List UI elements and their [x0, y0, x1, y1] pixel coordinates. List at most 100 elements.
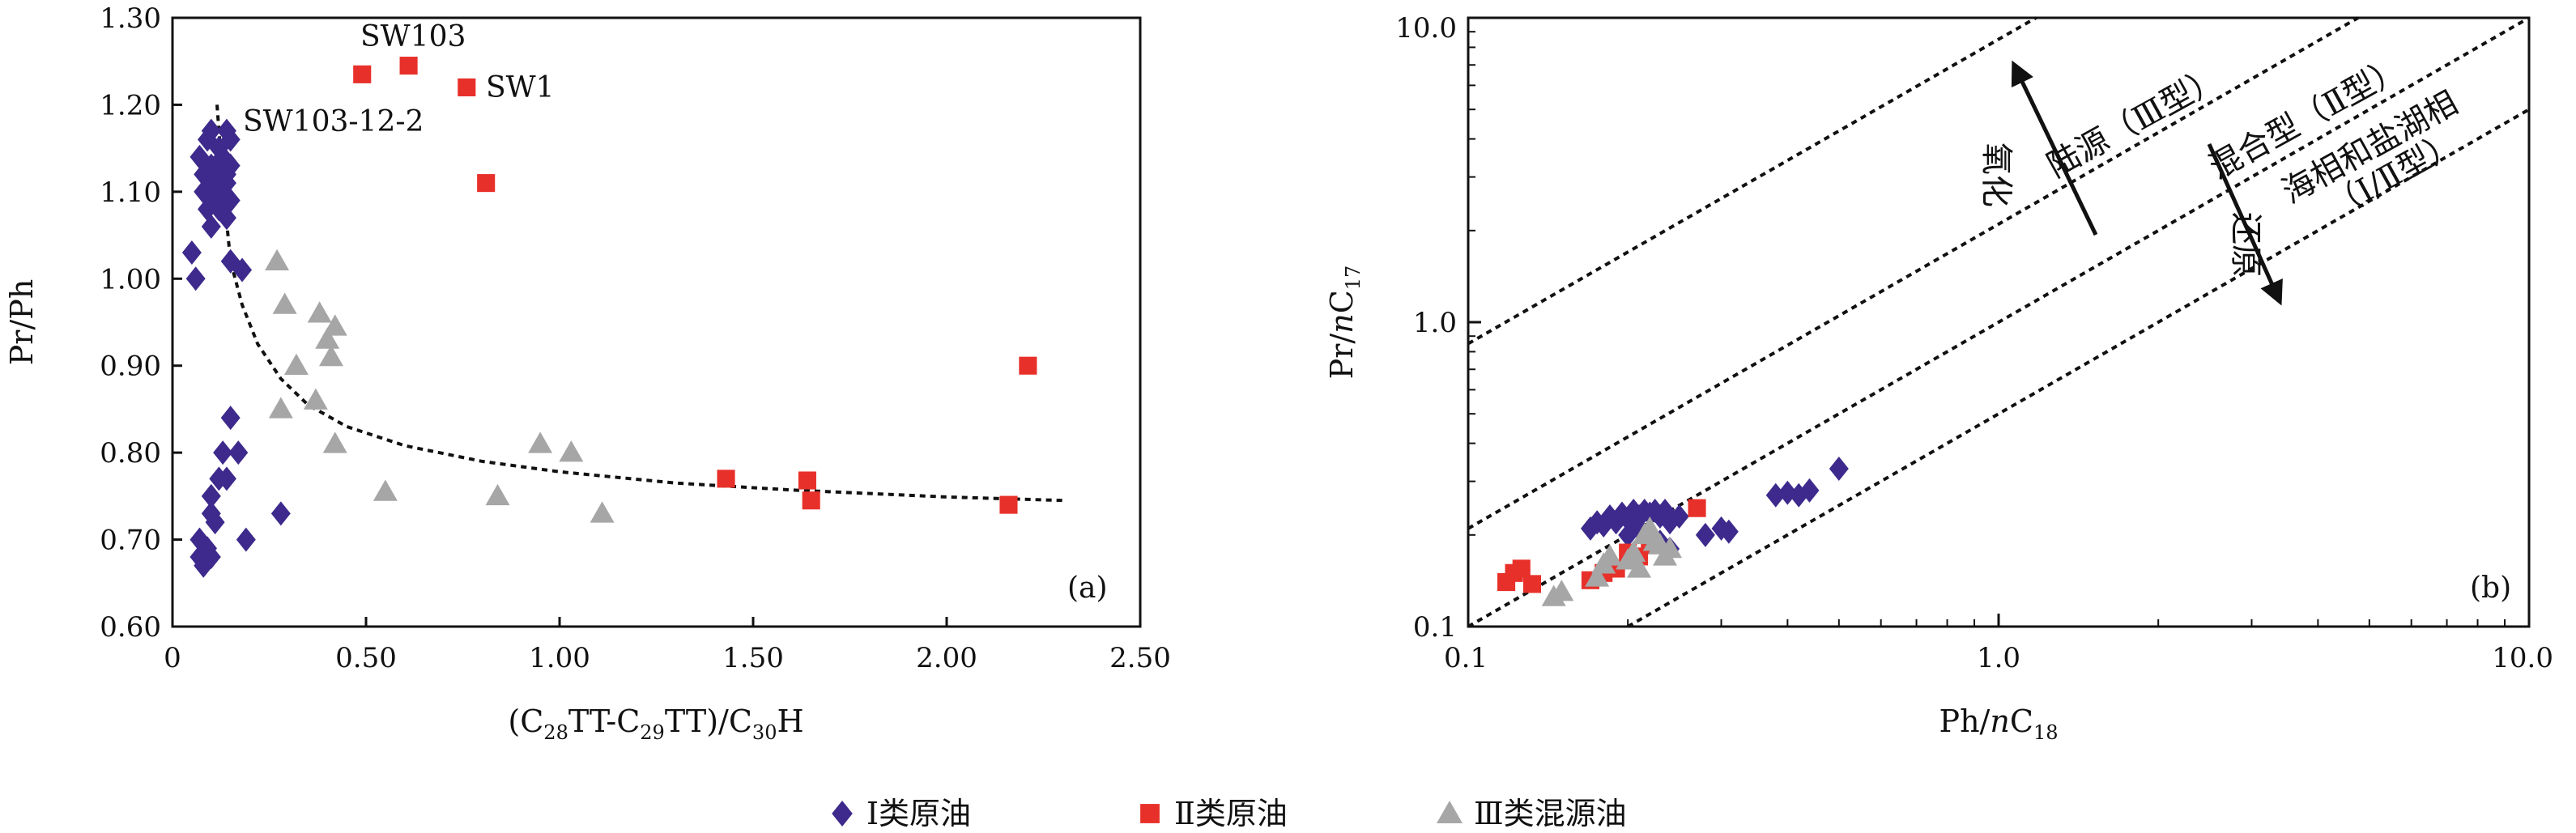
legend-marker — [1140, 804, 1160, 823]
data-point — [220, 127, 241, 152]
data-point — [209, 197, 229, 222]
annotation-sw1: SW1 — [486, 71, 555, 104]
data-point — [283, 353, 309, 375]
data-point — [1718, 519, 1739, 544]
data-point — [999, 495, 1018, 514]
data-point — [307, 301, 332, 323]
data-point — [1658, 537, 1683, 559]
reference-line — [1467, 16, 2359, 530]
panel-a-xlabel: (C28​TT-C29​TT)/C30​H — [508, 703, 803, 744]
panel-b-xlabel: Ph/nC18​ — [1939, 703, 2059, 744]
zone-label-terrigenous: 陆源（Ⅲ型） — [2042, 59, 2229, 185]
data-point — [213, 144, 233, 169]
data-point — [270, 501, 291, 526]
data-point — [399, 57, 418, 75]
data-point — [272, 292, 297, 314]
panel-a-ticks: 0 0.50 1.00 1.50 2.00 2.50 0.60 0.70 0.80 0.90 1.0… — [100, 2, 1171, 674]
data-point — [1799, 478, 1820, 503]
reduction-arrow — [2207, 142, 2283, 306]
data-point — [528, 431, 553, 453]
reference-line — [1627, 108, 2530, 628]
panel-b-points — [1497, 457, 1849, 606]
data-point — [216, 162, 236, 187]
data-point — [802, 491, 820, 510]
legend-label: Ⅰ类原油 — [866, 796, 971, 831]
panel-a: 0 0.50 1.00 1.50 2.00 2.50 0.60 0.70 0.80 0.90 1.0… — [4, 2, 1171, 744]
data-point — [1512, 559, 1531, 578]
x-tick-label: 2.00 — [916, 642, 977, 674]
legend-label: Ⅲ类混源油 — [1474, 796, 1627, 831]
y-tick-label: 1.00 — [100, 263, 161, 295]
data-point — [185, 266, 206, 291]
data-point — [303, 388, 328, 410]
data-point — [201, 171, 221, 196]
data-point — [236, 527, 256, 552]
oxidation-label: 氧化 — [1978, 142, 2015, 207]
data-point — [1829, 457, 1849, 482]
data-point — [201, 483, 221, 508]
data-point — [798, 471, 816, 490]
reduction-label: 还原 — [2227, 212, 2264, 277]
data-point — [373, 479, 398, 501]
x-tick-label: 1.00 — [529, 642, 590, 674]
x-tick-label: 1.0 — [1977, 642, 2020, 674]
data-point — [1627, 556, 1652, 578]
panel-a-points — [181, 57, 1037, 578]
data-point — [1695, 522, 1715, 547]
x-tick-label: 0 — [164, 642, 181, 674]
panel-a-label: (a) — [1067, 572, 1108, 605]
y-tick-label: 0.70 — [100, 525, 161, 557]
data-point — [201, 545, 221, 570]
legend-label: Ⅱ类原油 — [1174, 796, 1288, 831]
panel-b-ylabel: Pr/nC17​ — [1324, 266, 1365, 380]
data-point — [232, 257, 253, 283]
data-point — [265, 249, 290, 271]
panel-a-frame — [171, 16, 1142, 628]
data-point — [1585, 565, 1610, 587]
legend-marker — [1437, 801, 1463, 823]
data-point — [318, 344, 343, 367]
data-point — [315, 327, 340, 349]
y-tick-label: 0.60 — [100, 611, 161, 644]
y-tick-label: 1.10 — [100, 176, 161, 209]
data-point — [322, 431, 347, 453]
panel-b-ticks: 0.1 1.0 10.0 0.1 1.0 10.0 — [1395, 12, 2553, 674]
panel-b-label: (b) — [2470, 572, 2511, 605]
data-point — [220, 188, 241, 213]
data-point — [268, 397, 293, 419]
y-tick-label: 10.0 — [1395, 12, 1457, 45]
data-point — [322, 314, 347, 336]
data-point — [1019, 356, 1037, 375]
y-tick-label: 0.80 — [100, 437, 161, 470]
data-point — [1669, 504, 1689, 529]
data-point — [201, 118, 221, 143]
y-tick-label: 1.0 — [1413, 307, 1457, 339]
data-point — [1522, 575, 1542, 593]
legend-marker — [832, 801, 853, 827]
x-tick-label: 1.50 — [722, 642, 784, 674]
data-point — [1549, 580, 1574, 601]
data-point — [485, 483, 510, 506]
data-point — [353, 65, 372, 83]
x-tick-label: 0.50 — [335, 642, 397, 674]
y-tick-label: 1.20 — [100, 89, 161, 121]
annotation-sw103: SW103 — [360, 20, 466, 53]
data-point — [220, 406, 241, 431]
data-point — [1597, 544, 1622, 566]
data-point — [205, 510, 225, 535]
data-point — [717, 470, 735, 488]
y-tick-label: 1.30 — [100, 2, 161, 35]
data-point — [559, 440, 584, 462]
data-point — [590, 501, 615, 523]
panel-a-ylabel: Pr/Ph — [4, 279, 40, 366]
trend-curve — [215, 104, 1063, 503]
oxidation-arrow — [2011, 60, 2098, 236]
data-point — [477, 174, 496, 193]
x-tick-label: 0.1 — [1444, 642, 1488, 674]
data-point — [1688, 499, 1706, 517]
panel-b: 0.1 1.0 10.00.11.010.0 陆源（Ⅲ型） 混合型（Ⅱ型） 海相和盐… — [1324, 12, 2553, 744]
data-point — [213, 440, 233, 465]
annotation-sw103-12-2: SW103-12-2 — [243, 105, 424, 138]
data-point — [1621, 540, 1646, 562]
